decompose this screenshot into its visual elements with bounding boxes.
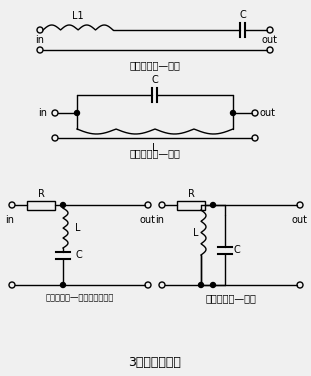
Bar: [177, 200, 205, 209]
Text: L: L: [193, 227, 198, 238]
Text: 信号滤波１—带通: 信号滤波１—带通: [206, 293, 257, 303]
Text: L: L: [75, 223, 81, 233]
Text: in: in: [38, 108, 47, 118]
Circle shape: [75, 111, 80, 115]
Text: out: out: [260, 108, 276, 118]
Text: C: C: [239, 10, 246, 20]
Text: R: R: [38, 189, 44, 199]
Circle shape: [211, 282, 216, 288]
Text: C: C: [75, 250, 82, 261]
Text: C: C: [233, 245, 240, 255]
Text: R: R: [188, 189, 194, 199]
Text: L1: L1: [72, 11, 84, 21]
Text: in: in: [156, 215, 165, 225]
Text: C: C: [152, 75, 158, 85]
Text: 信号滤波３—带通: 信号滤波３—带通: [130, 60, 180, 70]
Circle shape: [198, 282, 203, 288]
Text: in: in: [35, 35, 44, 45]
Text: out: out: [262, 35, 278, 45]
Text: L: L: [152, 143, 158, 153]
Text: out: out: [292, 215, 308, 225]
Text: out: out: [140, 215, 156, 225]
Text: in: in: [6, 215, 15, 225]
Bar: [27, 200, 55, 209]
Text: 信号滤波４—带阻: 信号滤波４—带阻: [130, 148, 180, 158]
Text: 信号滤波１—带阻（陷波器）: 信号滤波１—带阻（陷波器）: [46, 293, 114, 302]
Circle shape: [61, 282, 66, 288]
Text: 3、信号滤波器: 3、信号滤波器: [128, 355, 181, 368]
Circle shape: [61, 203, 66, 208]
Circle shape: [211, 203, 216, 208]
Circle shape: [230, 111, 235, 115]
